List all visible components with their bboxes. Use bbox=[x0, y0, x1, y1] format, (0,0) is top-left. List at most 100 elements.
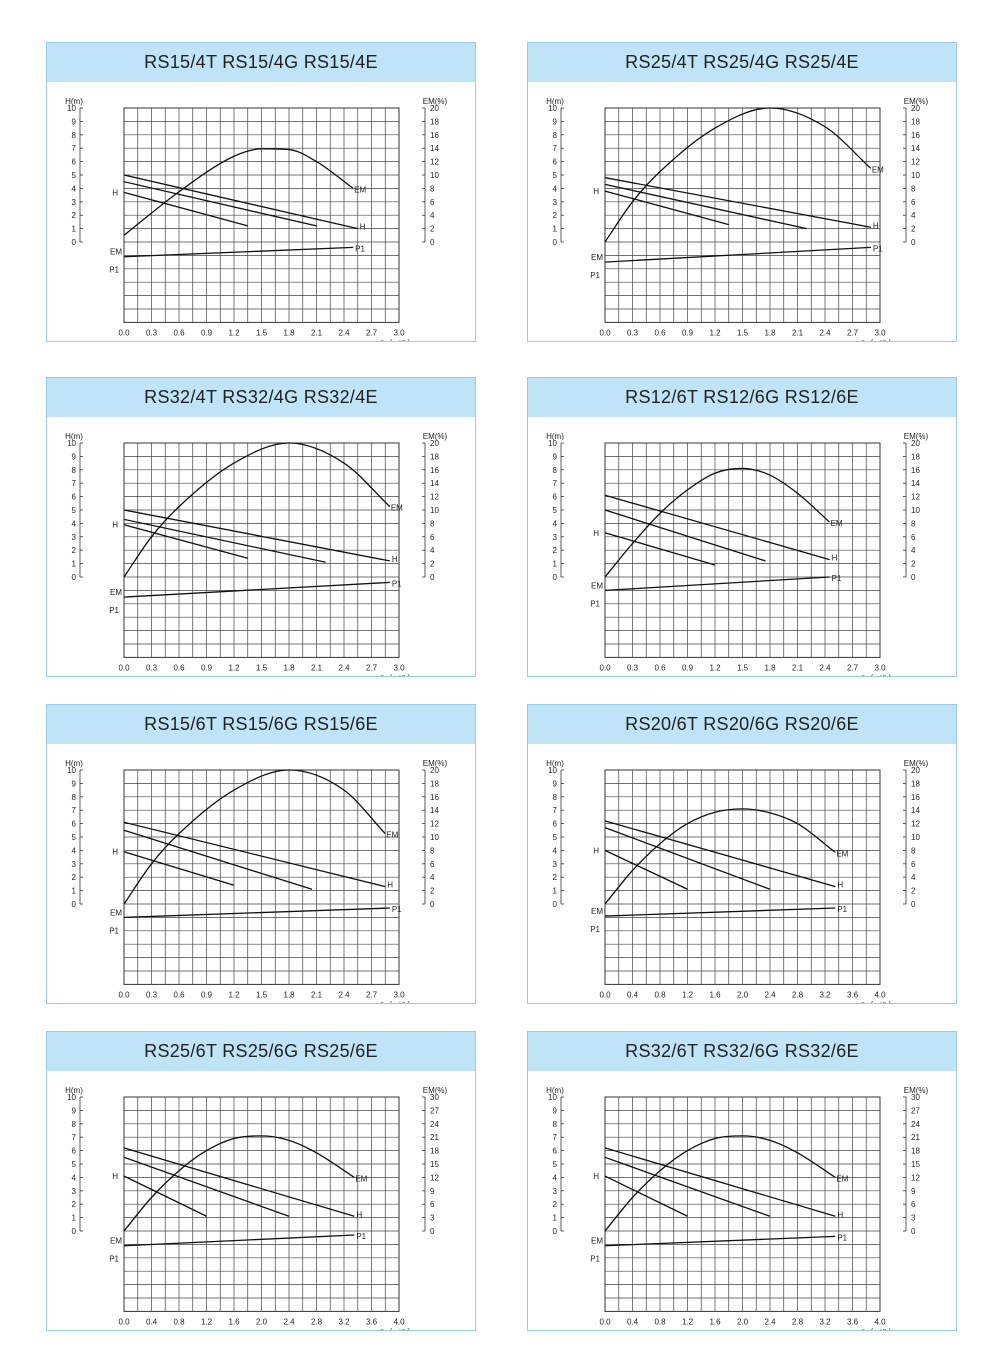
y-axis-label-left: H(m) bbox=[546, 759, 564, 768]
p1-curve-label: P1 bbox=[392, 905, 402, 914]
y-tick-label-left: 4 bbox=[72, 519, 77, 528]
x-tick-label: 0.3 bbox=[627, 328, 639, 337]
y-tick-label-right: 14 bbox=[430, 479, 439, 488]
y-axis-label-left: H(m) bbox=[546, 1086, 564, 1095]
y-tick-label-right: 14 bbox=[430, 806, 439, 815]
h-curve-end-label: H bbox=[392, 555, 398, 564]
y-tick-label-right: 0 bbox=[911, 900, 916, 909]
y-axis-label-right: EM(%) bbox=[423, 1086, 448, 1095]
y-tick-label-right: 2 bbox=[430, 560, 435, 569]
y-tick-label-right: 3 bbox=[911, 1214, 916, 1223]
x-tick-label: 0.3 bbox=[627, 663, 639, 672]
y-tick-label-left: 1 bbox=[72, 560, 77, 569]
y-tick-label-left: 2 bbox=[72, 873, 77, 882]
y-tick-label-right: 12 bbox=[911, 493, 920, 502]
h-curve-label: H bbox=[112, 188, 118, 197]
y-tick-label-left: 1 bbox=[553, 1214, 558, 1223]
em-curve bbox=[124, 1136, 354, 1231]
y-tick-label-right: 0 bbox=[430, 238, 435, 247]
y-tick-label-right: 14 bbox=[430, 144, 439, 153]
p1-curve-label: P1 bbox=[837, 905, 847, 914]
x-axis-label: Q（m³/h） bbox=[860, 1327, 896, 1330]
chart-title: RS20/6T RS20/6G RS20/6E bbox=[528, 705, 956, 744]
y-tick-label-left: 5 bbox=[72, 1160, 77, 1169]
p1-curve bbox=[124, 908, 390, 917]
x-tick-label: 0.8 bbox=[654, 1317, 666, 1326]
y-tick-label-left: 3 bbox=[553, 1187, 558, 1196]
y-tick-label-left: 5 bbox=[553, 506, 558, 515]
y-tick-label-right: 10 bbox=[430, 171, 439, 180]
x-tick-label: 0.0 bbox=[118, 1317, 130, 1326]
y-tick-label-left: 1 bbox=[553, 887, 558, 896]
y-tick-label-left: 6 bbox=[72, 158, 77, 167]
em-left-label: EM bbox=[110, 908, 122, 917]
chart-panel: RS15/6T RS15/6G RS15/6E 0 1 2 3 4 5 6 7 8 9 10 H(m)… bbox=[46, 704, 476, 1004]
x-tick-label: 0.3 bbox=[146, 663, 158, 672]
em-curve-label: EM bbox=[836, 1174, 848, 1183]
y-tick-label-left: 0 bbox=[72, 238, 77, 247]
h-curve-label: H bbox=[593, 187, 599, 196]
y-tick-label-left: 6 bbox=[553, 1147, 558, 1156]
chart-panel: RS32/4T RS32/4G RS32/4E 0 1 2 3 4 5 6 7 8 9 10 H(m)… bbox=[46, 377, 476, 677]
x-tick-label: 1.8 bbox=[764, 328, 776, 337]
y-tick-label-left: 6 bbox=[553, 158, 558, 167]
p1-curve bbox=[605, 247, 871, 262]
y-axis-label-right: EM(%) bbox=[904, 432, 929, 441]
y-tick-label-right: 2 bbox=[430, 887, 435, 896]
y-tick-label-right: 18 bbox=[430, 1147, 439, 1156]
y-axis-label-right: EM(%) bbox=[423, 97, 448, 106]
y-tick-label-left: 0 bbox=[72, 573, 77, 582]
em-left-label: EM bbox=[110, 588, 122, 597]
y-tick-label-left: 9 bbox=[553, 452, 558, 461]
y-tick-label-right: 0 bbox=[911, 573, 916, 582]
h-curve-label: H bbox=[112, 521, 118, 530]
x-tick-label: 1.5 bbox=[737, 663, 749, 672]
x-tick-label: 1.2 bbox=[709, 663, 721, 672]
y-axis-label-right: EM(%) bbox=[904, 97, 929, 106]
y-tick-label-left: 0 bbox=[72, 900, 77, 909]
y-tick-label-right: 6 bbox=[430, 860, 435, 869]
h-curve-end-label: H bbox=[356, 1210, 362, 1219]
pump-curve-chart: 012345678910H(m)036912151821242730EM(%)0… bbox=[528, 1071, 956, 1330]
x-tick-label: 1.2 bbox=[228, 328, 240, 337]
x-tick-label: 2.1 bbox=[792, 328, 804, 337]
x-tick-label: 2.1 bbox=[792, 663, 804, 672]
y-tick-label-right: 6 bbox=[430, 1200, 435, 1209]
h-curve bbox=[605, 1148, 835, 1216]
y-tick-label-left: 7 bbox=[72, 806, 77, 815]
x-tick-label: 2.1 bbox=[311, 663, 323, 672]
x-tick-label: 0.3 bbox=[146, 328, 158, 337]
p1-curve-label: P1 bbox=[873, 244, 883, 253]
y-tick-label-left: 7 bbox=[72, 1133, 77, 1142]
y-tick-label-right: 12 bbox=[430, 1173, 439, 1182]
y-axis-label-right: EM(%) bbox=[423, 759, 448, 768]
y-tick-label-right: 12 bbox=[430, 493, 439, 502]
y-tick-label-right: 6 bbox=[911, 533, 916, 542]
chart-title: RS32/4T RS32/4G RS32/4E bbox=[47, 378, 475, 417]
y-tick-label-left: 5 bbox=[553, 171, 558, 180]
y-tick-label-left: 6 bbox=[72, 1147, 77, 1156]
x-tick-label: 0.6 bbox=[654, 663, 666, 672]
pump-curve-chart: 012345678910H(m)02468101214161820EM(%)0.… bbox=[528, 417, 956, 676]
x-tick-label: 3.2 bbox=[338, 1317, 350, 1326]
y-axis-label-right: EM(%) bbox=[904, 759, 929, 768]
em-curve bbox=[605, 809, 835, 904]
x-tick-label: 1.2 bbox=[709, 328, 721, 337]
y-tick-label-left: 2 bbox=[553, 873, 558, 882]
x-tick-label: 0.9 bbox=[682, 328, 694, 337]
y-tick-label-right: 24 bbox=[911, 1120, 920, 1129]
y-axis-label-right: EM(%) bbox=[904, 1086, 929, 1095]
y-tick-label-left: 9 bbox=[553, 117, 558, 126]
x-tick-label: 1.8 bbox=[283, 990, 295, 999]
y-tick-label-right: 15 bbox=[911, 1160, 920, 1169]
h-curve-end-label: H bbox=[360, 223, 366, 232]
y-tick-label-right: 24 bbox=[430, 1120, 439, 1129]
x-tick-label: 0.0 bbox=[118, 990, 130, 999]
x-tick-label: 1.2 bbox=[228, 990, 240, 999]
y-tick-label-right: 21 bbox=[911, 1133, 920, 1142]
x-tick-label: 3.0 bbox=[874, 328, 886, 337]
chart-panel: RS15/4T RS15/4G RS15/4E 0 1 2 3 4 5 6 7 8 9 10 H(m)… bbox=[46, 42, 476, 342]
y-tick-label-left: 2 bbox=[72, 546, 77, 555]
y-tick-label-left: 1 bbox=[72, 887, 77, 896]
x-tick-label: 1.5 bbox=[256, 328, 268, 337]
